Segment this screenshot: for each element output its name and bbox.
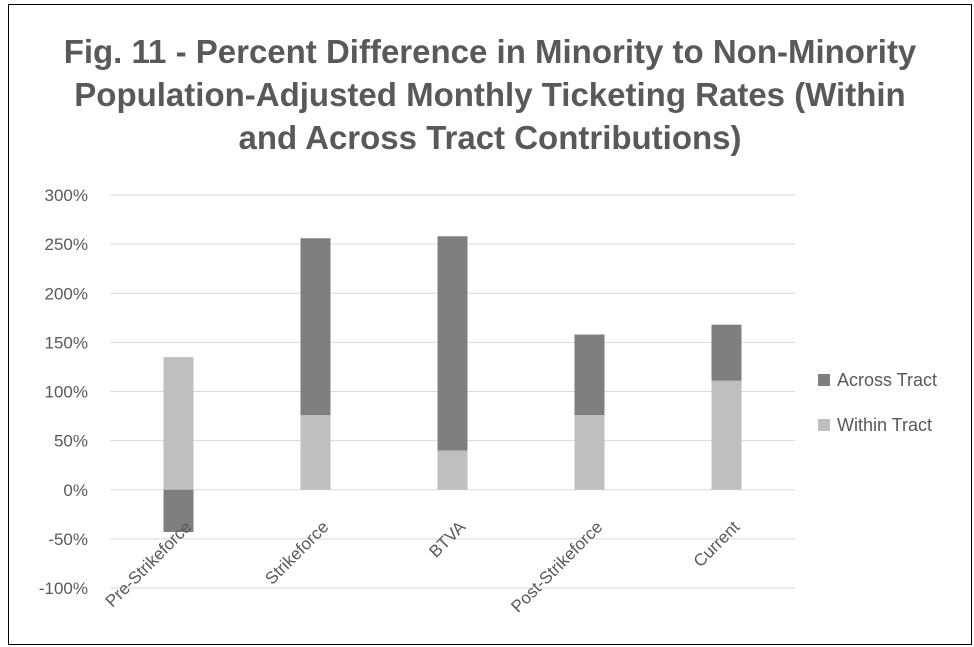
bar-within-tract [711, 380, 742, 490]
y-tick-label: 200% [45, 284, 88, 303]
y-tick-label: 100% [45, 383, 88, 402]
x-axis-ticks: Pre-Strikeforce Strikeforce BTVA Post-Strik… [102, 517, 744, 616]
bar-within-tract [300, 415, 331, 490]
x-tick-label: Post-Strikeforce [507, 517, 606, 616]
bars [163, 236, 742, 532]
y-tick-label: 0% [63, 481, 88, 500]
legend-label: Within Tract [837, 415, 932, 435]
y-tick-label: -50% [48, 530, 88, 549]
legend: Across Tract Within Tract [818, 370, 937, 435]
legend-item: Across Tract [818, 370, 937, 390]
x-tick-label: Pre-Strikeforce [102, 517, 196, 611]
y-tick-label: 250% [45, 235, 88, 254]
bar-within-tract [574, 415, 605, 490]
legend-item: Within Tract [818, 415, 932, 435]
legend-label: Across Tract [837, 370, 937, 390]
legend-swatch [818, 374, 830, 386]
grid-lines [110, 194, 795, 589]
bar-across-tract [437, 236, 468, 451]
y-tick-label: -100% [39, 579, 88, 598]
chart-frame [8, 4, 972, 645]
x-tick-label: Strikeforce [261, 517, 332, 588]
bar-within-tract [437, 450, 468, 490]
legend-swatch [818, 419, 830, 431]
bar-across-tract [300, 238, 331, 416]
bar-across-tract [711, 324, 742, 381]
bar-across-tract [163, 489, 194, 532]
y-tick-label: 300% [45, 186, 88, 205]
bar-within-tract [163, 357, 194, 490]
chart-title: Fig. 11 - Percent Difference in Minority… [63, 33, 917, 156]
x-tick-label: Current [690, 517, 744, 571]
y-tick-label: 50% [54, 432, 88, 451]
y-axis-ticks: -100% -50% 0% 50% 100% 150% 200% 250% 300% [39, 186, 88, 598]
bar-across-tract [574, 334, 605, 416]
y-tick-label: 150% [45, 333, 88, 352]
